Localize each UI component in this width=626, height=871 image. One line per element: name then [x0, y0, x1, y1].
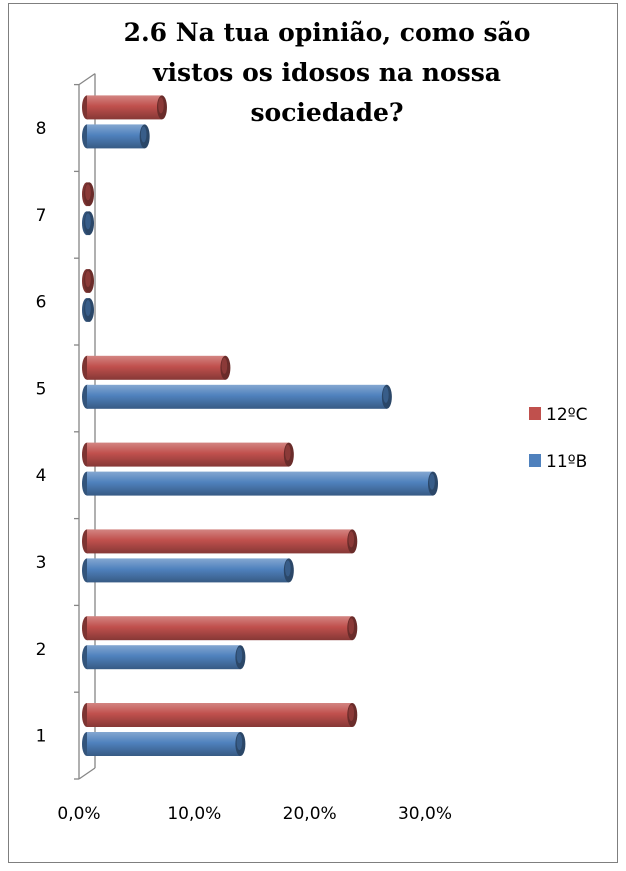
bar-series-2 — [82, 732, 246, 756]
bars — [82, 95, 438, 756]
y-tick-label: 4 — [36, 466, 47, 486]
bar-series-1 — [82, 529, 358, 554]
bar-series-2 — [82, 558, 294, 583]
bar-series-2 — [82, 384, 392, 409]
legend-swatch — [529, 454, 541, 467]
chart-title: 2.6 Na tua opinião, como são vistos os i… — [124, 18, 531, 127]
bar-series-1 — [82, 182, 94, 207]
bar-series-2 — [82, 298, 94, 322]
axes — [74, 73, 96, 780]
x-tick-label: 20,0% — [283, 804, 337, 824]
y-tick-label: 6 — [36, 293, 47, 313]
chart-title-line-3: sociedade? — [250, 98, 403, 127]
bar-series-2 — [82, 124, 150, 149]
y-tick-labels: 1 2 3 4 5 6 7 8 — [36, 119, 47, 747]
y-tick-label: 8 — [36, 119, 47, 139]
y-tick-label: 7 — [36, 206, 47, 226]
chart-title-line-1: 2.6 Na tua opinião, como são — [124, 18, 531, 47]
y-tick-label: 5 — [36, 379, 47, 399]
bar-series-2 — [82, 211, 94, 236]
legend-label: 11ºB — [546, 452, 587, 472]
bar-series-1 — [82, 269, 94, 293]
chart-frame: 2.6 Na tua opinião, como são vistos os i… — [8, 3, 618, 863]
x-tick-label: 0,0% — [57, 804, 100, 824]
bar-chart: 2.6 Na tua opinião, como são vistos os i… — [36, 18, 588, 824]
y-tick-label: 3 — [36, 553, 47, 573]
y-tick-label: 2 — [36, 640, 47, 660]
x-tick-label: 30,0% — [398, 804, 452, 824]
bar-series-1 — [82, 703, 358, 727]
x-tick-labels: 0,0% 10,0% 20,0% 30,0% — [57, 804, 452, 824]
y-tick-label: 1 — [36, 727, 47, 747]
bar-series-1 — [82, 355, 231, 380]
bar-series-2 — [82, 471, 438, 496]
bar-series-1 — [82, 442, 294, 467]
bar-series-1 — [82, 616, 358, 641]
chart-title-line-2: vistos os idosos na nossa — [152, 58, 501, 87]
bar-series-2 — [82, 645, 246, 670]
axis-line — [78, 73, 96, 86]
bar-series-1 — [82, 95, 167, 120]
legend-swatch — [529, 407, 541, 420]
x-tick-label: 10,0% — [167, 804, 221, 824]
legend: 12ºC 11ºB — [529, 405, 588, 472]
axis-line — [78, 767, 96, 780]
legend-label: 12ºC — [546, 405, 588, 425]
